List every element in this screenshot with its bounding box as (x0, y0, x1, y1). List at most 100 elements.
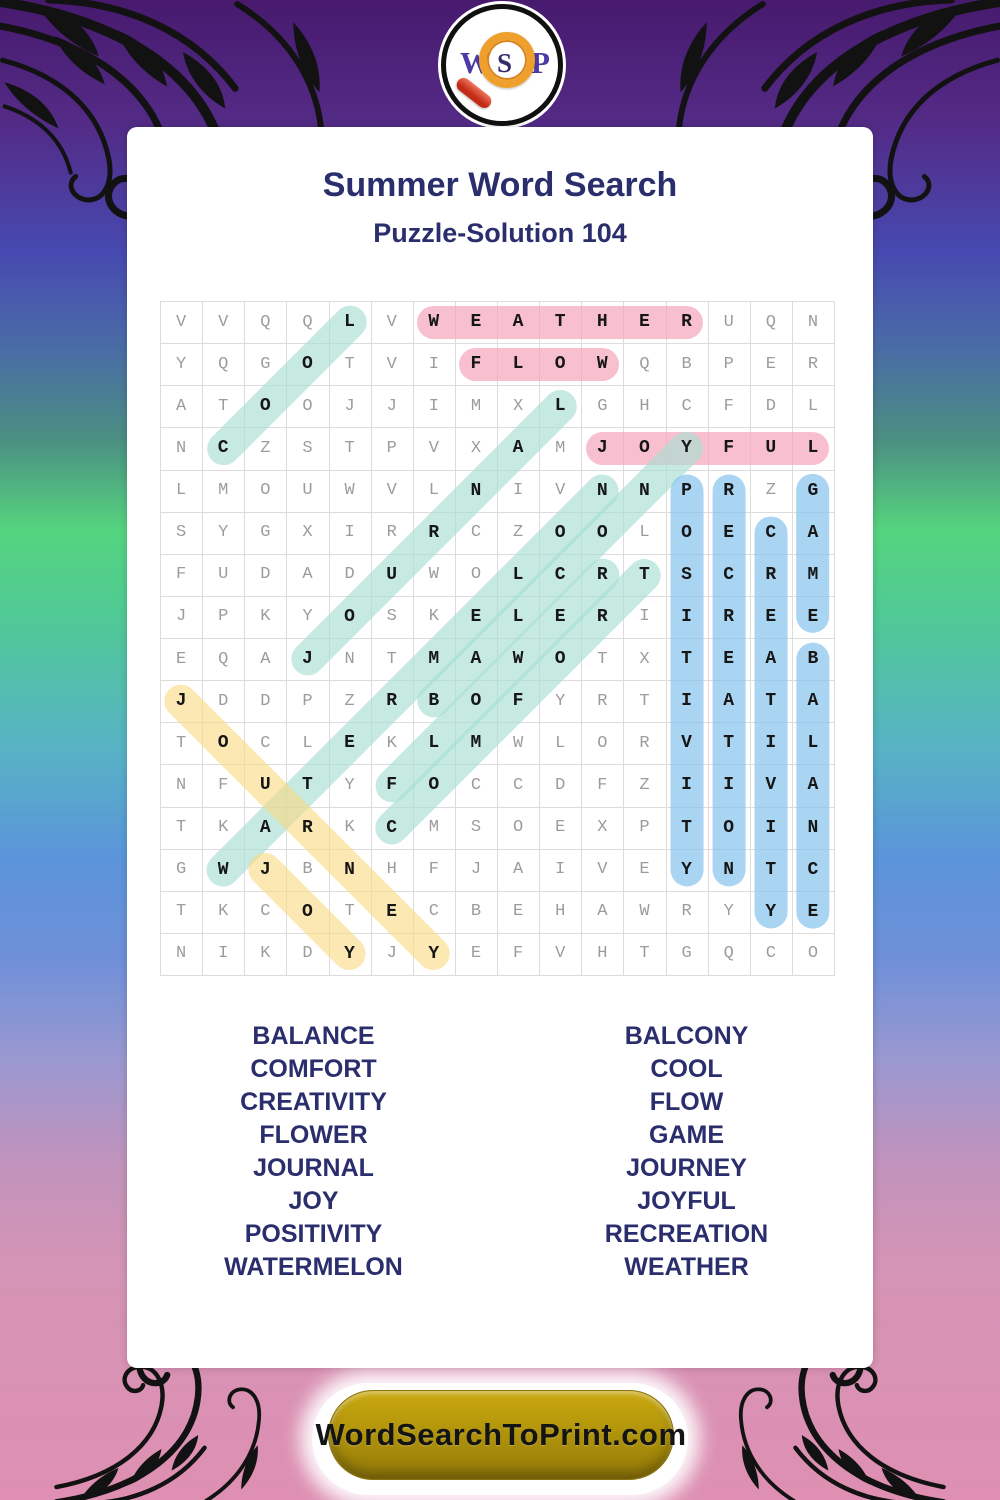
grid-cell (540, 849, 583, 892)
grid-cell (161, 807, 204, 850)
grid-letter: R (639, 733, 650, 753)
grid-letter: N (639, 480, 650, 501)
grid-letter: T (723, 733, 735, 754)
grid-letter: A (302, 565, 313, 585)
grid-cell (203, 891, 246, 934)
grid-letter: F (218, 775, 229, 795)
grid-cell (245, 639, 288, 682)
grid-letter: B (302, 860, 313, 880)
grid-letter: C (807, 859, 819, 880)
grid-letter: R (681, 312, 692, 333)
grid-letter: V (386, 354, 397, 374)
grid-letter: U (386, 564, 398, 585)
grid-letter: K (428, 607, 439, 627)
grid-letter: B (470, 902, 482, 922)
grid-letter: A (512, 438, 524, 459)
grid-letter: T (175, 818, 187, 838)
grid-letter: U (218, 565, 229, 585)
grid-cell (287, 428, 330, 471)
grid-cell (413, 554, 456, 597)
grid-letter: O (302, 354, 313, 375)
grid-letter: J (470, 860, 482, 880)
grid-letter: P (681, 480, 692, 501)
grid-letter: T (597, 649, 608, 669)
grid-letter: L (512, 354, 524, 375)
grid-letter: E (639, 860, 650, 880)
grid-letter: T (639, 944, 650, 964)
grid-letter: L (428, 733, 440, 754)
grid-cell (624, 512, 667, 555)
grid-letter: L (807, 733, 819, 754)
grid-letter: V (555, 944, 566, 964)
word-list-left-column: BALANCE COMFORT CREATIVITY FLOWER JOURNAL JOY… (127, 1020, 500, 1284)
grid-cell (455, 512, 498, 555)
grid-letter: F (386, 775, 398, 796)
grid-letter: I (681, 606, 692, 627)
grid-letter: E (512, 902, 524, 922)
grid-letter: P (386, 438, 397, 458)
grid-letter: S (175, 523, 187, 543)
grid-letter: Q (302, 312, 313, 332)
grid-cell (540, 681, 583, 724)
grid-letter: L (807, 438, 819, 459)
word-list-item: POSITIVITY (244, 1220, 383, 1248)
grid-letter: Y (175, 354, 187, 374)
grid-letter: Q (765, 312, 776, 332)
grid-letter: A (765, 649, 777, 670)
grid-cell (624, 849, 667, 892)
grid-letter: K (386, 733, 397, 753)
word-list-item: COMFORT (250, 1055, 377, 1083)
grid-cell (287, 681, 330, 724)
grid-cell (540, 723, 583, 766)
grid-cell (708, 849, 751, 892)
grid-cell (161, 428, 204, 471)
grid-letter: C (554, 564, 566, 585)
grid-letter: K (218, 818, 229, 838)
grid-letter: B (428, 691, 440, 712)
grid-cell (792, 302, 835, 345)
grid-cell (245, 554, 288, 597)
grid-letter: C (217, 438, 229, 459)
grid-letter: K (218, 902, 229, 922)
grid-letter: I (639, 607, 650, 627)
grid-letter: E (555, 818, 566, 838)
grid-cell (582, 891, 625, 934)
grid-letter: L (807, 396, 819, 416)
grid-letter: R (596, 606, 608, 627)
grid-letter: L (428, 481, 439, 501)
grid-letter: I (765, 733, 777, 754)
grid-letter: V (428, 438, 439, 458)
grid-cell (624, 681, 667, 724)
grid-cell (708, 891, 751, 934)
grid-letter: C (386, 817, 398, 838)
grid-letter: A (807, 775, 819, 796)
grid-cell (245, 512, 288, 555)
grid-letter: Y (765, 901, 777, 922)
grid-letter: Y (681, 438, 692, 459)
grid-cell (666, 933, 709, 976)
grid-cell (371, 596, 414, 639)
grid-letter: F (597, 775, 608, 795)
grid-cell (540, 765, 583, 808)
grid-cell (203, 344, 246, 387)
wsp-logo: W S P (441, 4, 563, 126)
grid-cell (371, 344, 414, 387)
grid-cell (792, 386, 835, 429)
grid-cell (287, 554, 330, 597)
grid-letter: R (597, 691, 608, 711)
grid-cell (708, 933, 751, 976)
grid-letter: D (555, 775, 566, 795)
grid-cell (161, 554, 204, 597)
grid-letter: S (302, 438, 313, 458)
word-list-item: FLOW (649, 1088, 724, 1116)
word-list-item: JOURNEY (626, 1154, 747, 1182)
grid-letter: C (470, 775, 482, 795)
grid-letter: T (554, 312, 566, 333)
grid-cell (540, 428, 583, 471)
grid-letter: W (512, 649, 524, 670)
grid-letter: O (428, 775, 440, 796)
site-link-button[interactable]: WordSearchToPrint.com (315, 1390, 686, 1480)
grid-cell (413, 933, 456, 976)
grid-letter: K (260, 944, 271, 964)
grid-letter: T (175, 902, 187, 922)
